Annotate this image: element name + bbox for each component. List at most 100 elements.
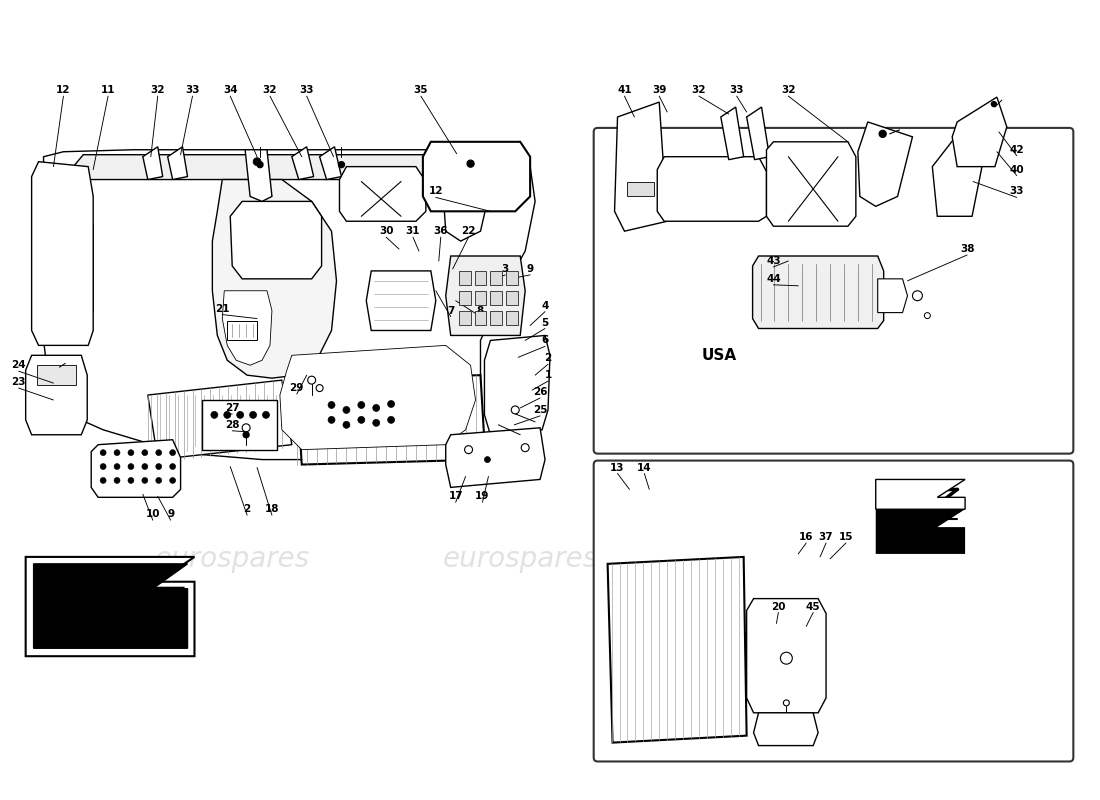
Polygon shape — [292, 146, 313, 179]
Polygon shape — [245, 150, 272, 202]
Polygon shape — [953, 97, 1007, 166]
Polygon shape — [446, 428, 544, 487]
Polygon shape — [340, 166, 426, 222]
Bar — [491, 271, 503, 285]
Text: eurospares: eurospares — [667, 609, 776, 628]
Text: 1: 1 — [544, 370, 551, 380]
Text: 19: 19 — [475, 491, 490, 502]
Circle shape — [358, 416, 365, 423]
Text: 3: 3 — [502, 264, 509, 274]
Circle shape — [100, 463, 106, 470]
Circle shape — [387, 416, 395, 423]
Text: 33: 33 — [729, 85, 744, 95]
Text: 32: 32 — [781, 85, 795, 95]
Circle shape — [142, 463, 147, 470]
Circle shape — [156, 450, 162, 456]
Text: 4: 4 — [541, 301, 549, 310]
Text: 36: 36 — [433, 226, 448, 236]
Text: eurospares: eurospares — [155, 545, 310, 573]
Circle shape — [128, 478, 134, 483]
Circle shape — [211, 411, 218, 418]
Bar — [202, 400, 277, 450]
Circle shape — [780, 652, 792, 664]
Circle shape — [169, 450, 176, 456]
Circle shape — [358, 402, 365, 409]
Polygon shape — [74, 154, 525, 179]
Circle shape — [339, 162, 344, 168]
Circle shape — [156, 463, 162, 470]
Polygon shape — [147, 380, 292, 459]
Text: 27: 27 — [224, 403, 240, 413]
Text: 20: 20 — [771, 602, 785, 611]
Text: 11: 11 — [101, 85, 116, 95]
Text: 26: 26 — [532, 387, 548, 397]
Polygon shape — [167, 146, 187, 179]
Circle shape — [257, 162, 263, 168]
Circle shape — [142, 450, 147, 456]
Bar — [506, 290, 518, 305]
Bar — [491, 290, 503, 305]
FancyBboxPatch shape — [594, 461, 1074, 762]
Circle shape — [100, 450, 106, 456]
Polygon shape — [143, 146, 163, 179]
Circle shape — [468, 160, 474, 167]
Bar — [506, 310, 518, 325]
Circle shape — [343, 406, 350, 414]
Circle shape — [373, 419, 380, 426]
Text: 23: 23 — [11, 377, 26, 387]
Circle shape — [156, 478, 162, 483]
Text: eurospares: eurospares — [664, 370, 773, 390]
Text: 16: 16 — [799, 532, 814, 542]
Circle shape — [484, 457, 491, 462]
Circle shape — [250, 411, 256, 418]
Circle shape — [128, 463, 134, 470]
Circle shape — [316, 385, 323, 391]
Polygon shape — [39, 150, 535, 459]
Text: 28: 28 — [226, 420, 240, 430]
Polygon shape — [747, 107, 770, 160]
Text: 5: 5 — [541, 318, 549, 327]
Text: 24: 24 — [11, 360, 26, 370]
Polygon shape — [876, 479, 965, 510]
Circle shape — [114, 450, 120, 456]
Text: 34: 34 — [223, 85, 238, 95]
Polygon shape — [747, 598, 826, 713]
Polygon shape — [627, 182, 654, 197]
Text: 38: 38 — [960, 244, 975, 254]
Circle shape — [328, 416, 336, 423]
Bar — [228, 321, 257, 341]
Text: eurospares: eurospares — [442, 545, 597, 573]
Text: 43: 43 — [766, 256, 781, 266]
Text: 42: 42 — [1010, 145, 1024, 154]
Circle shape — [924, 313, 931, 318]
Circle shape — [114, 478, 120, 483]
Text: USA: USA — [702, 348, 736, 363]
Text: 15: 15 — [838, 532, 854, 542]
Polygon shape — [25, 355, 87, 434]
Polygon shape — [446, 256, 525, 335]
Circle shape — [128, 450, 134, 456]
Polygon shape — [34, 565, 185, 647]
Polygon shape — [222, 290, 272, 366]
Bar — [474, 271, 486, 285]
Text: 9: 9 — [527, 264, 534, 274]
Text: 6: 6 — [541, 335, 549, 346]
Text: 33: 33 — [299, 85, 314, 95]
Circle shape — [223, 411, 231, 418]
Text: 29: 29 — [289, 383, 304, 393]
Bar — [48, 241, 84, 256]
Circle shape — [464, 446, 473, 454]
Polygon shape — [442, 152, 495, 241]
Polygon shape — [25, 557, 195, 656]
Text: 2: 2 — [544, 354, 551, 363]
Text: 32: 32 — [151, 85, 165, 95]
Circle shape — [512, 406, 519, 414]
Circle shape — [236, 411, 243, 418]
Polygon shape — [366, 271, 436, 330]
Polygon shape — [484, 335, 550, 434]
Polygon shape — [754, 713, 818, 746]
Text: 33: 33 — [1010, 186, 1024, 197]
Polygon shape — [878, 279, 908, 313]
Polygon shape — [933, 122, 982, 216]
Bar — [459, 310, 471, 325]
